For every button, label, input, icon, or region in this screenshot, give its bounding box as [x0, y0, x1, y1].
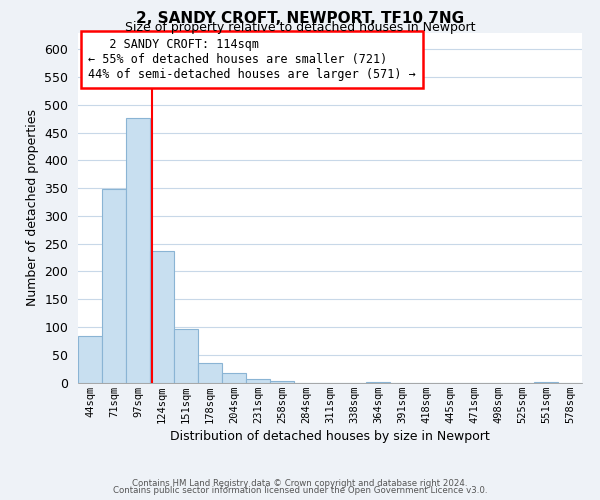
Bar [126, 118, 150, 382]
Text: Contains public sector information licensed under the Open Government Licence v3: Contains public sector information licen… [113, 486, 487, 495]
X-axis label: Distribution of detached houses by size in Newport: Distribution of detached houses by size … [170, 430, 490, 442]
Y-axis label: Number of detached properties: Number of detached properties [26, 109, 39, 306]
Text: 2, SANDY CROFT, NEWPORT, TF10 7NG: 2, SANDY CROFT, NEWPORT, TF10 7NG [136, 11, 464, 26]
Bar [222, 372, 246, 382]
Bar [246, 378, 270, 382]
Bar [198, 363, 222, 382]
Bar [174, 328, 198, 382]
Text: 2 SANDY CROFT: 114sqm
← 55% of detached houses are smaller (721)
44% of semi-det: 2 SANDY CROFT: 114sqm ← 55% of detached … [88, 38, 416, 80]
Bar [78, 336, 102, 382]
Bar [102, 189, 126, 382]
Text: Size of property relative to detached houses in Newport: Size of property relative to detached ho… [125, 21, 475, 34]
Text: Contains HM Land Registry data © Crown copyright and database right 2024.: Contains HM Land Registry data © Crown c… [132, 478, 468, 488]
Bar [150, 251, 174, 382]
